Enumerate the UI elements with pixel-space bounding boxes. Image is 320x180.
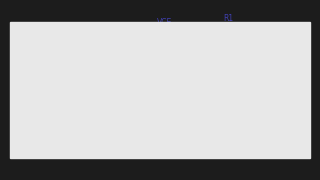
Text: 0Vdc: 0Vdc bbox=[19, 87, 36, 93]
Text: VCC: VCC bbox=[280, 76, 296, 85]
Text: 100k: 100k bbox=[83, 97, 100, 103]
Text: VBE: VBE bbox=[125, 56, 140, 65]
Text: 0Vdc: 0Vdc bbox=[272, 107, 289, 113]
Text: VCE: VCE bbox=[157, 18, 172, 27]
Text: 1k: 1k bbox=[225, 54, 233, 60]
Text: Q2N2222: Q2N2222 bbox=[181, 94, 212, 100]
Text: R2: R2 bbox=[86, 56, 96, 65]
Text: R1: R1 bbox=[224, 14, 234, 23]
Text: Q1: Q1 bbox=[162, 49, 172, 58]
Text: VBB: VBB bbox=[32, 68, 47, 76]
